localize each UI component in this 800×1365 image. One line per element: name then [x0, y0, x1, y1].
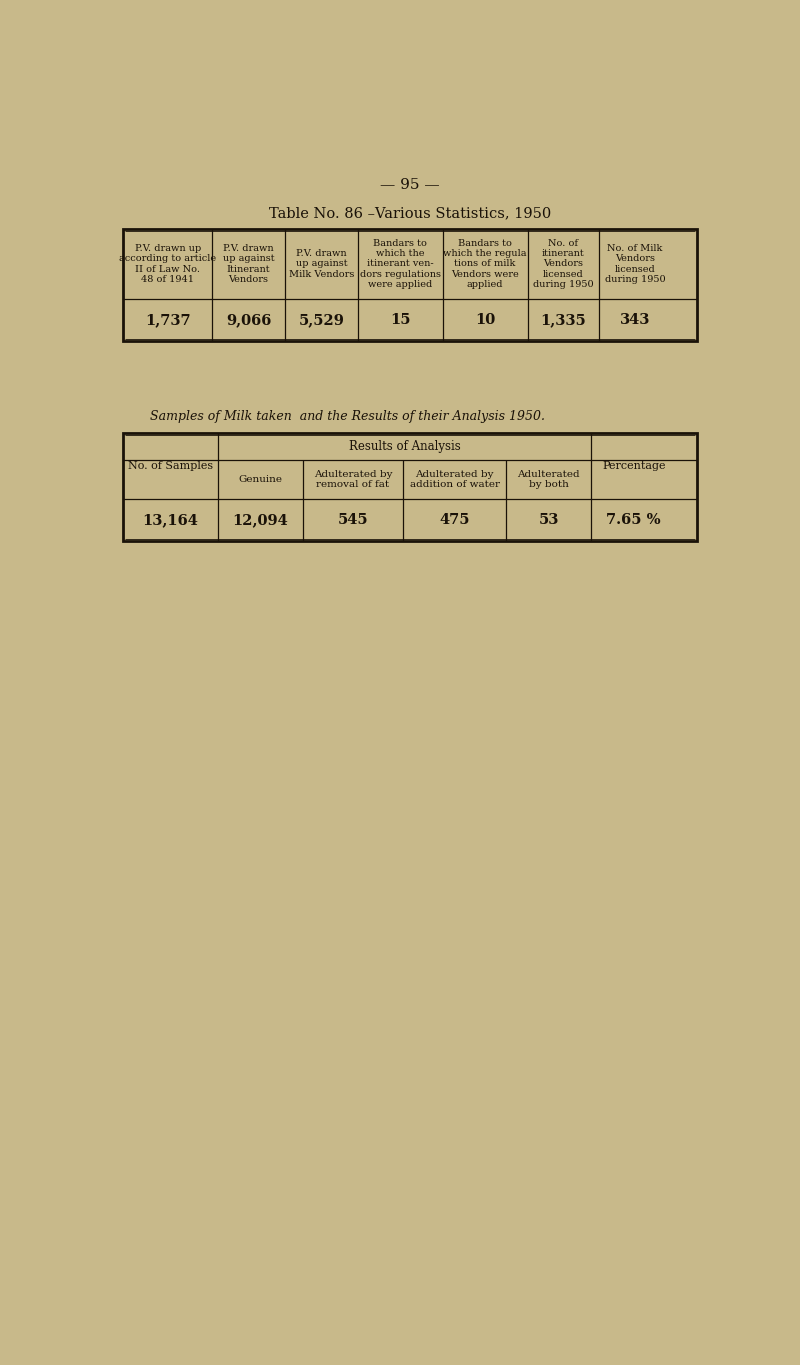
Text: Table No. 86 –Various Statistics, 1950: Table No. 86 –Various Statistics, 1950	[269, 206, 551, 220]
Text: P.V. drawn
up against
Milk Vendors: P.V. drawn up against Milk Vendors	[289, 248, 354, 278]
Text: 13,164: 13,164	[142, 513, 198, 527]
Text: 475: 475	[439, 513, 470, 527]
Text: Results of Analysis: Results of Analysis	[349, 441, 461, 453]
Text: Adulterated by
removal of fat: Adulterated by removal of fat	[314, 470, 392, 489]
Text: Genuine: Genuine	[238, 475, 282, 485]
Text: Bandars to
which the regula
tions of milk
Vendors were
applied: Bandars to which the regula tions of mil…	[443, 239, 527, 289]
Text: Adulterated by
addition of water: Adulterated by addition of water	[410, 470, 500, 489]
Text: 9,066: 9,066	[226, 313, 271, 326]
Bar	[123, 229, 697, 341]
Text: No. of
itinerant
Vendors
licensed
during 1950: No. of itinerant Vendors licensed during…	[533, 239, 594, 289]
Text: 1,737: 1,737	[145, 313, 190, 326]
Text: — 95 —: — 95 —	[380, 177, 440, 191]
Text: Percentage: Percentage	[602, 461, 666, 471]
Text: 5,529: 5,529	[298, 313, 344, 326]
Text: Bandars to
which the
itinerant ven-
dors regulations
were applied: Bandars to which the itinerant ven- dors…	[360, 239, 441, 289]
Text: 545: 545	[338, 513, 368, 527]
Text: No. of Milk
Vendors
licensed
during 1950: No. of Milk Vendors licensed during 1950	[605, 244, 666, 284]
Text: 7.65 %: 7.65 %	[606, 513, 661, 527]
Text: 10: 10	[475, 313, 495, 326]
Text: P.V. drawn up
according to article
II of Law No.
48 of 1941: P.V. drawn up according to article II of…	[119, 244, 216, 284]
Bar	[123, 433, 697, 541]
Text: 343: 343	[620, 313, 650, 326]
Text: No. of Samples: No. of Samples	[128, 461, 213, 471]
Text: Adulterated
by both: Adulterated by both	[518, 470, 580, 489]
Text: 53: 53	[538, 513, 559, 527]
Text: 15: 15	[390, 313, 410, 326]
Text: Samples of Milk taken  and the Results of their Analysis 1950.: Samples of Milk taken and the Results of…	[150, 411, 546, 423]
Text: 12,094: 12,094	[233, 513, 288, 527]
Text: 1,335: 1,335	[541, 313, 586, 326]
Text: P.V. drawn
up against
Itinerant
Vendors: P.V. drawn up against Itinerant Vendors	[222, 244, 274, 284]
